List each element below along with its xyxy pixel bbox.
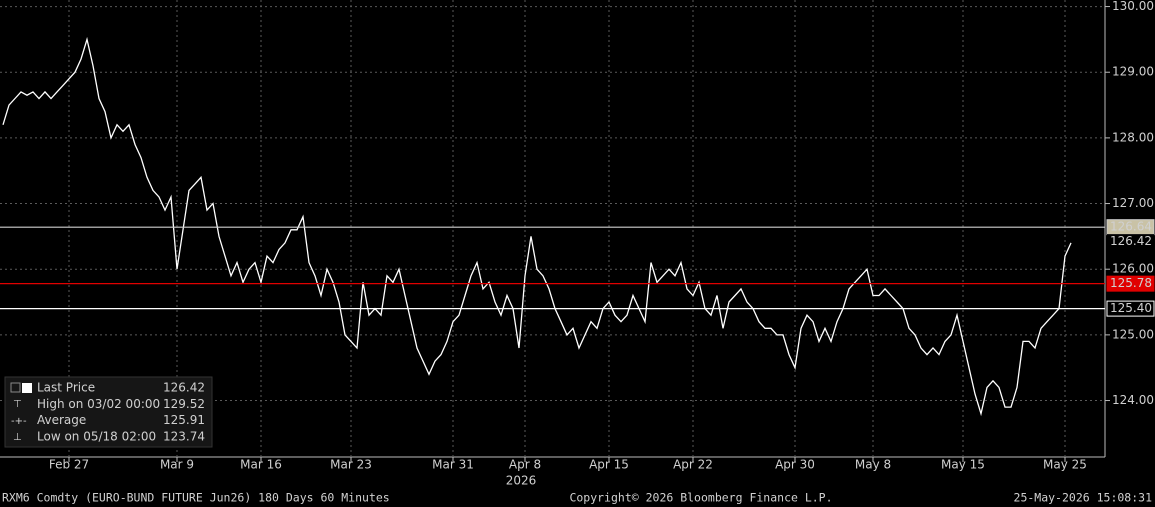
x-tick-label: Mar 31 [432,458,474,472]
legend-icon [10,382,21,393]
y-tick-label: 126.00 [1112,262,1154,276]
price-tag [1106,300,1155,317]
x-tick-label: Apr 30 [775,458,815,472]
y-tick-label: 124.00 [1112,393,1154,407]
price-line [2,36,1072,417]
legend-box [4,376,213,448]
y-tick-label: 130.00 [1112,0,1154,13]
x-tick-label: Apr 15 [589,458,629,472]
x-tick-label: Apr 8 [509,458,541,472]
price-tag-label: 126.64 [1110,220,1152,234]
legend-label: High on 03/02 00:00 [37,397,160,411]
y-tick-label: 125.00 [1112,327,1154,341]
plot [0,0,1105,457]
x-tick-label: Mar 23 [330,458,372,472]
legend-swatch [22,383,32,393]
legend-value: 123.74 [163,429,205,443]
x-tick-label: May 25 [1043,458,1087,472]
last-price-tag [1107,234,1154,250]
x-tick-label: Apr 22 [673,458,713,472]
last-price-tag-label: 126.42 [1110,234,1152,248]
legend-label: Low on 05/18 02:00 [37,429,156,443]
x-tick-label: Feb 27 [49,458,89,472]
y-tick-label: 129.00 [1112,65,1154,79]
legend-icon: ⊤ [13,399,22,410]
legend-icon: ⊥ [13,432,22,443]
legend-icon: -+- [11,416,27,427]
footer-right: 25-May-2026 15:08:31 [1014,491,1153,505]
price-tag-label: 125.78 [1110,276,1152,290]
legend-label: Last Price [37,381,95,395]
y-tick-label: 128.00 [1112,130,1154,144]
x-tick-label: May 15 [941,458,985,472]
year-label: 2026 [506,474,537,488]
legend-label: Average [37,413,86,427]
price-tag-label: 125.40 [1110,301,1152,315]
x-tick-label: May 8 [855,458,891,472]
price-tag [1106,275,1155,292]
y-tick-label: 127.00 [1112,196,1154,210]
legend-value: 129.52 [163,397,205,411]
footer-left: RXM6 Comdty (EURO-BUND FUTURE Jun26) 180… [2,491,390,505]
legend-value: 125.91 [163,413,205,427]
footer-center: Copyright© 2026 Bloomberg Finance L.P. [569,491,832,505]
legend-value: 126.42 [163,381,205,395]
x-tick-label: Mar 16 [240,458,282,472]
x-tick-label: Mar 9 [160,458,194,472]
